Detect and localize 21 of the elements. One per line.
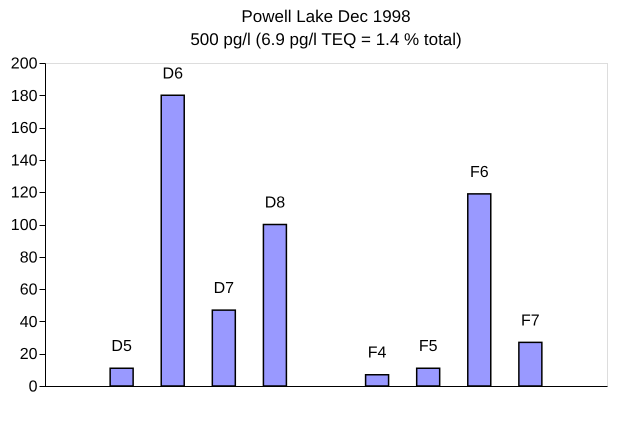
y-tick-label: 40 xyxy=(20,314,38,331)
y-tick-label: 200 xyxy=(10,56,38,72)
x-tick-label: D5 xyxy=(111,338,132,356)
x-tick-label: D6 xyxy=(162,65,184,82)
x-tick-label: F5 xyxy=(418,338,438,356)
y-tick-label: 140 xyxy=(10,152,38,170)
y-tick-label: 180 xyxy=(10,88,38,105)
y-tick-label: 80 xyxy=(20,249,38,266)
x-tick-label: D8 xyxy=(264,194,286,212)
y-tick-label: 20 xyxy=(20,346,38,364)
y-tick-label: 120 xyxy=(10,184,38,202)
y-tick-label: 160 xyxy=(10,120,38,138)
chart-subtitle: 500 pg/l (6.9 pg/l TEQ = 1.4 % total) xyxy=(190,30,462,49)
x-tick-label: F7 xyxy=(521,312,540,330)
y-tick-label: 0 xyxy=(28,378,38,396)
x-tick-label: F6 xyxy=(470,164,489,181)
y-tick-label: 60 xyxy=(20,282,38,299)
chart-title: Powell Lake Dec 1998 xyxy=(241,7,411,26)
x-tick-label: D7 xyxy=(214,280,234,298)
x-tick-label: F4 xyxy=(368,344,387,362)
y-tick-label: 100 xyxy=(10,217,38,234)
